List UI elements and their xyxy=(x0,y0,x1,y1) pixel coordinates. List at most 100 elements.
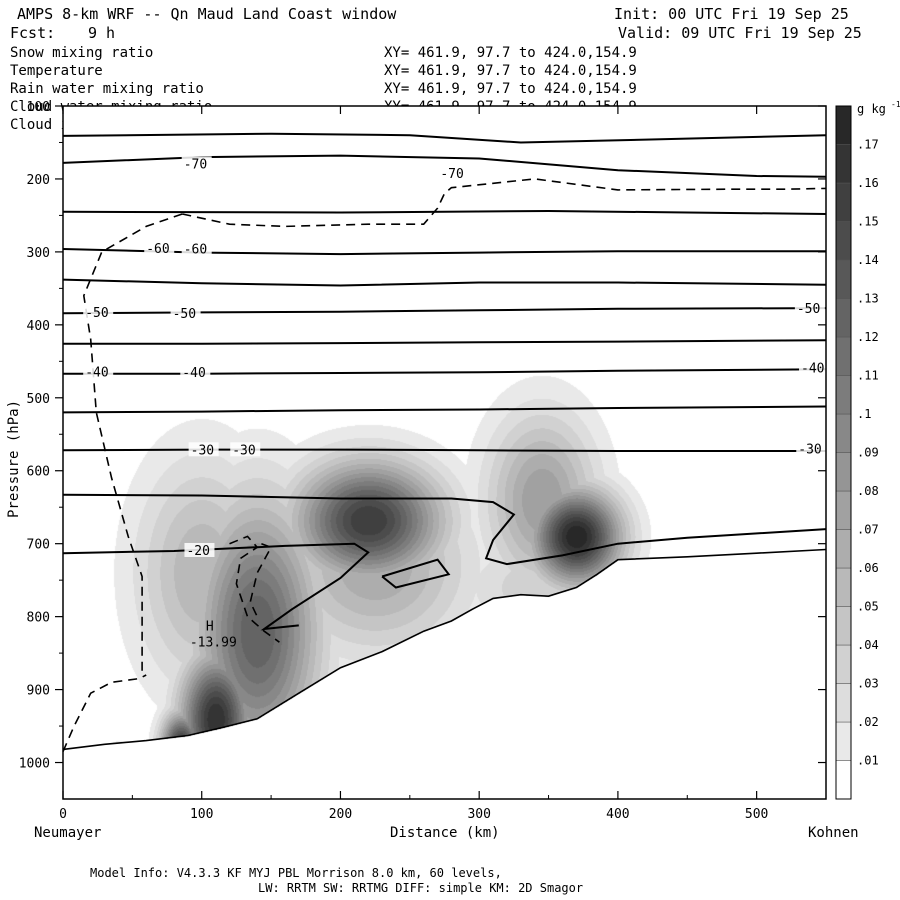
colorbar-tick-label: .01 xyxy=(857,754,879,768)
y-tick-label: 900 xyxy=(27,684,50,699)
temperature-label-bg xyxy=(83,305,114,320)
x-tick-label: 200 xyxy=(329,807,352,822)
y-tick-label: 700 xyxy=(27,538,50,553)
legend-field-name: Temperature xyxy=(10,63,103,79)
colorbar: .01 .02 .03 .04 .05 .06 .07 .08 .09 .1 .11 .12 .13 .1… xyxy=(835,100,900,800)
temperature-contour xyxy=(62,448,826,452)
temperature-label-bg xyxy=(170,305,201,320)
colorbar-cell xyxy=(835,490,852,530)
temperature-label-bg xyxy=(181,156,212,171)
temperature-label-bg xyxy=(83,364,114,379)
legend-field-name: Rain water mixing ratio xyxy=(10,81,204,97)
temperature-label-bg xyxy=(438,165,469,180)
forecast-hour: 9 h xyxy=(88,24,115,42)
temperature-contour xyxy=(62,278,827,287)
cloud-ice-dashed-contour xyxy=(62,674,147,752)
temperature-contour xyxy=(62,248,826,256)
temperature-label: -60 xyxy=(146,242,169,257)
temperature-contour xyxy=(63,339,827,345)
cloud-ice-dashed-contour xyxy=(229,535,280,643)
temperature-label: -50 xyxy=(797,302,820,317)
temperature-label-bg xyxy=(188,442,219,457)
temperature-label: -70 xyxy=(184,157,207,172)
temperature-label: -40 xyxy=(85,365,108,380)
temperature-contour xyxy=(63,368,827,375)
temperature-label: -40 xyxy=(801,362,824,377)
colorbar-cell xyxy=(835,144,852,184)
terrain-line xyxy=(62,548,827,751)
high-marker-label: H xyxy=(206,620,214,635)
colorbar-cell xyxy=(835,375,852,415)
colorbar-cell xyxy=(835,529,852,569)
colorbar-tick-label: .02 xyxy=(857,715,879,729)
colorbar-tick-label: .17 xyxy=(857,138,879,152)
temperature-contour xyxy=(62,209,827,215)
y-tick-label: 800 xyxy=(27,611,50,626)
y-tick-label: 600 xyxy=(27,465,50,480)
legend-field-coords: XY= 461.9, 97.7 to 424.0,154.9 xyxy=(384,81,637,97)
temperature-label: -30 xyxy=(232,443,255,458)
colorbar-tick-label: .11 xyxy=(857,369,879,383)
legend-field-coords: XY= 461.9, 97.7 to 424.0,154.9 xyxy=(384,63,637,79)
model-info-line1: Model Info: V4.3.3 KF MYJ PBL Morrison 8… xyxy=(90,866,502,880)
temperature-label: -30 xyxy=(191,443,214,458)
temperature-label-bg xyxy=(799,360,830,375)
high-marker-value: -13.99 xyxy=(190,636,237,651)
colorbar-cell xyxy=(835,644,852,684)
x-tick-label: 0 xyxy=(59,807,67,822)
temperature-label-bg xyxy=(181,241,212,256)
colorbar-cell xyxy=(835,105,852,145)
temperature-label: -40 xyxy=(182,366,205,381)
temperature-label: -20 xyxy=(186,544,209,559)
init-time: Init: 00 UTC Fri 19 Sep 25 xyxy=(614,5,849,23)
colorbar-units: g kg xyxy=(857,102,886,116)
temperature-label: -50 xyxy=(173,307,196,322)
colorbar-cell xyxy=(835,760,852,800)
plot-frame xyxy=(62,105,827,800)
plot-area: -70 -70 -60 -60 -50 -50 -50 -40 -40 -40 -30 -30 -30 -… xyxy=(19,100,830,822)
x-tick-label: 300 xyxy=(467,807,490,822)
colorbar-tick-label: .09 xyxy=(857,446,879,460)
temperature-label-bg xyxy=(794,300,825,315)
cloud-ice-dashed-contour xyxy=(249,542,273,617)
temperature-contour xyxy=(62,405,827,414)
y-tick-label: 200 xyxy=(27,173,50,188)
y-tick-label: 400 xyxy=(27,319,50,334)
x-axis-label: Distance (km) xyxy=(390,825,500,841)
temperature-label: -60 xyxy=(184,243,207,258)
colorbar-tick-label: .12 xyxy=(857,330,879,344)
colorbar-cell xyxy=(835,452,852,492)
colorbar-cell xyxy=(835,567,852,607)
colorbar-cell xyxy=(835,259,852,299)
temperature-label: -50 xyxy=(85,306,108,321)
valid-time: Valid: 09 UTC Fri 19 Sep 25 xyxy=(618,24,862,42)
colorbar-tick-label: .03 xyxy=(857,677,879,691)
y-tick-label: 500 xyxy=(27,392,50,407)
colorbar-tick-label: .04 xyxy=(857,638,879,652)
colorbar-tick-label: .14 xyxy=(857,253,879,267)
colorbar-cell xyxy=(835,413,852,453)
snow-mixing-ratio-shading xyxy=(63,106,826,799)
temperature-contour xyxy=(381,558,451,589)
temperature-contour xyxy=(62,493,827,566)
colorbar-cell xyxy=(835,683,852,723)
x-tick-label: 500 xyxy=(745,807,768,822)
colorbar-cell xyxy=(835,721,852,761)
colorbar-tick-label: .15 xyxy=(857,215,879,229)
temperature-contour xyxy=(62,132,827,144)
temperature-label-bg xyxy=(144,240,175,255)
temperature-label-bg xyxy=(184,542,215,557)
y-tick-label: 300 xyxy=(27,246,50,261)
colorbar-tick-label: .13 xyxy=(857,292,879,306)
chart-title: AMPS 8-km WRF -- Qn Maud Land Coast wind… xyxy=(17,5,397,23)
colorbar-tick-label: .16 xyxy=(857,176,879,190)
colorbar-tick-label: .05 xyxy=(857,600,879,614)
x-right-location: Kohnen xyxy=(808,825,859,841)
x-tick-label: 400 xyxy=(606,807,629,822)
colorbar-cell xyxy=(835,298,852,338)
temperature-label-bg xyxy=(230,442,261,457)
colorbar-cell xyxy=(835,221,852,261)
colorbar-units-exponent: -1 xyxy=(891,100,900,109)
temperature-label-bg xyxy=(180,364,211,379)
